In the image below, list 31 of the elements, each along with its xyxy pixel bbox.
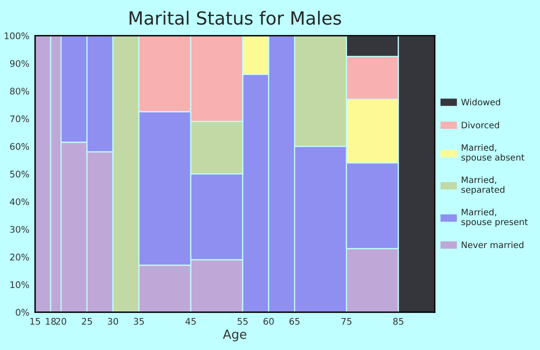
x-tick-label: 75	[341, 318, 352, 325]
legend-label: Divorced	[462, 122, 500, 128]
x-tick-label: 65	[289, 318, 300, 325]
y-tick-label: 90%	[10, 60, 30, 67]
x-tick-label: 85	[393, 318, 404, 325]
legend-label: Never married	[462, 241, 524, 248]
y-tick-label: 60%	[10, 143, 30, 150]
x-tick-label: 25	[82, 318, 92, 325]
x-tick-label: 18	[46, 318, 56, 325]
legend-label: Widowed	[461, 98, 500, 106]
x-tick-label: 35	[134, 318, 144, 325]
x-tick-label: 30	[108, 318, 118, 325]
y-tick-label: 30%	[10, 226, 30, 233]
x-tick-label: 45	[185, 318, 196, 325]
x-tick-label: 15	[30, 318, 40, 325]
y-tick-label: 70%	[10, 115, 30, 122]
y-tick-label: 20%	[10, 254, 30, 260]
legend-label: Married, separated	[461, 176, 504, 195]
chart-title: Marital Status for Males	[130, 10, 342, 25]
y-tick-label: 80%	[10, 88, 30, 95]
legend-label: Married, spouse present	[461, 208, 528, 227]
x-tick-label: 20	[56, 318, 66, 325]
x-axis-title: Age	[222, 330, 246, 342]
y-tick-label: 0%	[16, 308, 30, 316]
y-tick-label: 40%	[10, 198, 30, 206]
legend-label: Married, spouse absent	[461, 144, 524, 162]
x-tick-label: 55	[238, 318, 248, 325]
y-tick-label: 100%	[4, 32, 30, 40]
y-tick-label: 10%	[10, 281, 30, 288]
y-tick-label: 50%	[10, 170, 30, 178]
x-tick-label: 60	[264, 318, 274, 325]
